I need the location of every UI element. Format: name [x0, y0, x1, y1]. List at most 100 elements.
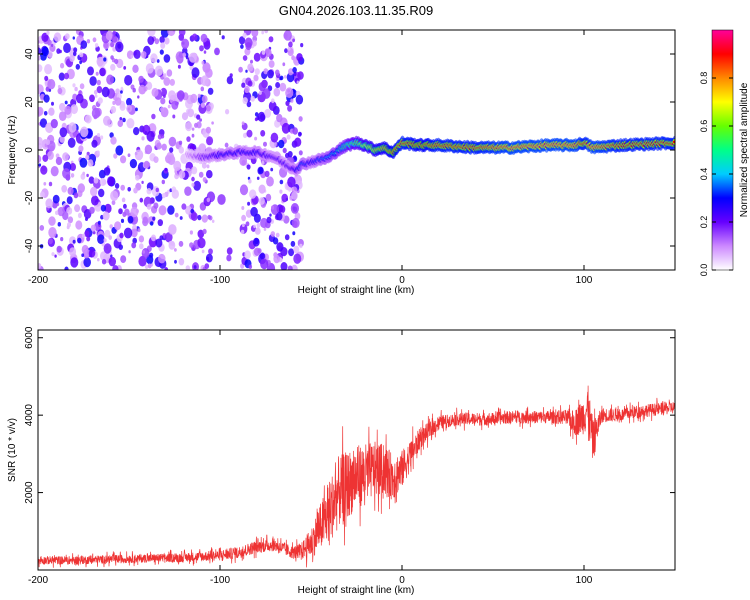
heatmap-speckle	[126, 118, 135, 129]
heatmap-speckle	[297, 131, 302, 137]
heatmap-speckle	[62, 168, 71, 179]
heatmap-speckle	[150, 53, 158, 63]
heatmap-speckle	[283, 30, 292, 41]
heatmap-speckle	[242, 97, 248, 105]
heatmap-speckle	[86, 173, 89, 178]
heatmap-speckle	[96, 150, 100, 155]
heatmap-speckle	[206, 164, 210, 169]
heatmap-speckle	[181, 112, 189, 121]
heatmap-speckle	[161, 193, 166, 199]
heatmap-speckle	[77, 212, 82, 219]
heatmap-speckle	[191, 166, 198, 175]
heatmap-speckle	[268, 101, 277, 111]
y-tick-label: 2000	[24, 481, 35, 504]
heatmap-speckle	[225, 109, 230, 115]
heatmap-speckle	[99, 67, 106, 77]
heatmap-speckle	[97, 234, 105, 245]
heatmap-speckle	[127, 107, 130, 111]
heatmap-speckle	[109, 132, 114, 139]
heatmap-speckle	[62, 211, 69, 221]
heatmap-speckle	[100, 251, 108, 261]
heatmap-speckle	[81, 253, 85, 257]
heatmap-speckle	[120, 103, 123, 108]
heatmap-speckle	[123, 66, 127, 70]
heatmap-speckle	[261, 30, 265, 35]
heatmap-speckle	[254, 227, 261, 235]
heatmap-speckle	[158, 253, 166, 264]
heatmap-speckle	[296, 80, 299, 84]
heatmap-speckle	[182, 52, 187, 58]
heatmap-speckle	[39, 118, 48, 128]
snr-y-label: SNR (10 * v/v)	[7, 418, 18, 482]
heatmap-speckle	[164, 167, 168, 172]
heatmap-speckle	[70, 104, 78, 115]
y-tick-label: 0	[24, 147, 35, 153]
heatmap-speckle	[182, 41, 185, 45]
heatmap-speckle	[38, 163, 42, 167]
x-tick-label: -100	[210, 275, 230, 286]
heatmap-speckle	[166, 69, 173, 77]
heatmap-speckle	[112, 265, 119, 270]
x-tick-label: 0	[399, 575, 405, 586]
heatmap-speckle	[87, 66, 94, 76]
heatmap-speckle	[287, 151, 293, 158]
heatmap-speckle	[259, 113, 266, 121]
heatmap-speckle	[287, 265, 293, 270]
heatmap-speckle	[247, 201, 251, 206]
heatmap-speckle	[91, 195, 99, 206]
heatmap-speckle	[263, 227, 267, 231]
heatmap-speckle	[123, 203, 127, 209]
heatmap-speckle	[241, 82, 246, 88]
heatmap-speckle	[115, 41, 124, 53]
heatmap-speckle	[67, 216, 74, 224]
heatmap-speckle	[55, 210, 59, 215]
heatmap-speckle	[197, 229, 205, 239]
heatmap-speckle	[94, 43, 99, 48]
heatmap-speckle	[198, 171, 204, 178]
heatmap-speckle	[200, 102, 206, 108]
heatmap-speckle	[170, 241, 175, 246]
colorbar-tick-label: 0.8	[699, 72, 709, 85]
heatmap-speckle	[275, 69, 280, 76]
heatmap-speckle	[187, 108, 195, 118]
heatmap-speckle	[200, 86, 205, 92]
heatmap-speckle	[178, 30, 186, 37]
heatmap-speckle	[242, 32, 247, 39]
heatmap-speckle	[141, 180, 144, 184]
heatmap-speckle	[39, 225, 45, 231]
heatmap-speckle	[217, 194, 226, 205]
heatmap-speckle	[117, 119, 124, 128]
heatmap-speckle	[103, 167, 111, 176]
heatmap-speckle	[292, 38, 295, 43]
heatmap-speckle	[197, 214, 202, 221]
heatmap-speckle	[58, 111, 67, 121]
heatmap-speckle	[297, 71, 304, 80]
heatmap-speckle	[251, 30, 259, 38]
heatmap-speckle	[189, 230, 193, 235]
heatmap-speckle	[203, 50, 207, 54]
heatmap-speckle	[201, 60, 205, 65]
heatmap-speckle	[250, 95, 255, 102]
heatmap-speckle	[127, 153, 131, 157]
x-tick-label: 100	[576, 575, 593, 586]
heatmap-speckle	[178, 146, 184, 154]
heatmap-speckle	[160, 134, 165, 139]
heatmap-speckle	[38, 47, 42, 55]
heatmap-speckle	[270, 167, 274, 172]
heatmap-speckle	[61, 185, 68, 193]
heatmap-speckle	[242, 132, 248, 139]
heatmap-speckle	[56, 245, 62, 253]
heatmap-speckle	[43, 182, 47, 186]
heatmap-speckle	[80, 126, 89, 138]
heatmap-speckle	[85, 154, 90, 161]
heatmap-speckle	[190, 93, 198, 104]
heatmap-speckle	[108, 256, 117, 267]
heatmap-speckle	[191, 176, 195, 182]
heatmap-speckle	[44, 75, 49, 81]
heatmap-speckle	[78, 145, 84, 153]
heatmap-speckle	[52, 194, 60, 204]
heatmap-speckle	[110, 136, 117, 145]
heatmap-speckle	[202, 177, 207, 183]
heatmap-speckle	[38, 136, 43, 146]
